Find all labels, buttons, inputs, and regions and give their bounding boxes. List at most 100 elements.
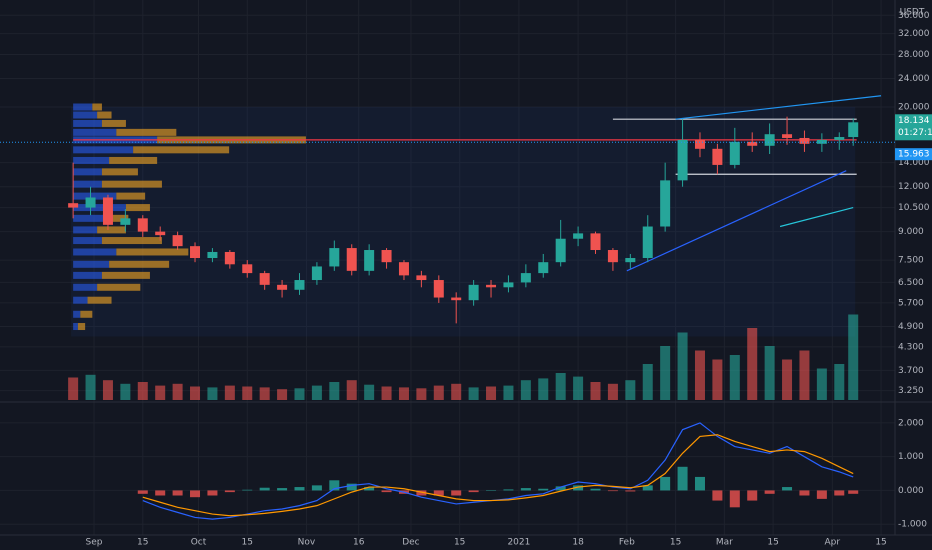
volume-bar [294, 388, 305, 400]
x-tick-label: 16 [353, 538, 365, 548]
volume-bar [573, 376, 584, 400]
trend-line [675, 95, 882, 120]
y-tick-label: 9.000 [898, 227, 924, 237]
y-tick-label: 5.700 [898, 298, 924, 308]
macd-histogram-bar [190, 490, 201, 498]
volume-bar [799, 350, 810, 400]
volume-bar [398, 387, 409, 400]
macd-histogram-bar [311, 485, 322, 491]
volume-bar [834, 364, 845, 400]
y-tick-label: 3.250 [898, 386, 924, 396]
macd-histogram-bar [764, 490, 775, 494]
volume-bar [433, 385, 444, 400]
macd-histogram-bar [660, 476, 671, 491]
candle-body [68, 203, 79, 208]
candle-body [590, 233, 601, 251]
candle-body [259, 273, 270, 285]
volume-bar [381, 386, 392, 400]
macd-histogram-bar [381, 490, 392, 493]
volume-bar [329, 382, 340, 400]
macd-histogram-bar [259, 487, 270, 491]
profile-down-bar [101, 237, 162, 245]
macd-histogram-bar [799, 490, 810, 496]
unit-label: USDT [900, 8, 925, 18]
candle-body [242, 264, 253, 274]
macd-histogram-bar [555, 486, 566, 491]
volume-bar [538, 378, 549, 400]
profile-up-bar [73, 260, 110, 268]
x-tick-label: 2021 [507, 538, 530, 548]
macd-histogram-bar [486, 490, 497, 491]
volume-bar [68, 377, 79, 400]
profile-down-bar [97, 111, 112, 119]
candle-body [155, 231, 166, 236]
volume-bar [848, 314, 859, 400]
x-tick-label: 18 [572, 538, 584, 548]
candle-body [694, 139, 705, 149]
profile-down-bar [97, 283, 141, 291]
volume-bar [747, 328, 758, 400]
candle-body [799, 137, 810, 144]
macd-histogram-bar [503, 489, 514, 491]
macd-histogram-bar [834, 490, 845, 496]
macd-histogram-bar [677, 466, 688, 491]
profile-down-bar [116, 128, 177, 136]
volume-bar [712, 359, 723, 400]
marked-price-label: 15.963 [898, 150, 930, 160]
volume-bar [451, 383, 462, 400]
profile-up-bar [73, 111, 98, 119]
candle-body [277, 284, 288, 290]
volume-bar [764, 346, 775, 400]
last-price-badge [895, 114, 932, 141]
countdown-label: 01:27:17 [898, 128, 932, 138]
volume-bar [190, 386, 201, 400]
macd-tick-label: -1.000 [898, 520, 927, 530]
profile-up-bar [73, 237, 102, 245]
macd-histogram-bar [277, 488, 288, 491]
macd-histogram-bar [590, 488, 601, 491]
candle-body [816, 139, 827, 144]
macd-histogram-bar [642, 485, 653, 491]
candle-body [120, 218, 131, 225]
candle-body [834, 137, 845, 140]
y-tick-label: 32.000 [898, 29, 930, 39]
x-tick-label: Feb [619, 538, 635, 548]
macd-histogram-bar [346, 483, 357, 491]
volume-bar [259, 387, 270, 400]
x-tick-label: 15 [670, 538, 681, 548]
candle-body [207, 251, 218, 259]
macd-histogram-bar [520, 488, 531, 491]
y-tick-label: 36.000 [898, 11, 930, 21]
candle-body [468, 284, 479, 301]
candle-body [451, 297, 462, 301]
candle-body [294, 280, 305, 290]
macd-histogram-bar [607, 490, 618, 492]
profile-down-bar [116, 248, 189, 256]
profile-down-bar [80, 310, 93, 318]
macd-histogram-bar [573, 485, 584, 491]
macd-histogram-bar [468, 490, 479, 493]
volume-bar [364, 384, 375, 400]
candle-body [137, 218, 148, 232]
candle-body [102, 197, 113, 225]
x-tick-label: 15 [875, 538, 886, 548]
trend-line [779, 206, 854, 228]
profile-up-bar [73, 214, 110, 222]
candle-body [747, 141, 758, 146]
candle-body [398, 262, 409, 276]
profile-zone [71, 107, 856, 337]
macd-tick-label: 0.000 [898, 486, 924, 496]
profile-up-bar [73, 204, 126, 212]
x-tick-label: Apr [825, 538, 841, 548]
profile-up-bar [73, 128, 117, 136]
macd-histogram-bar [137, 490, 148, 494]
profile-up-bar [73, 283, 98, 291]
x-tick-label: 15 [767, 538, 778, 548]
x-tick-label: Oct [191, 538, 207, 548]
volume-bar [242, 386, 253, 400]
profile-up-bar [73, 226, 98, 234]
volume-bar [311, 385, 322, 400]
